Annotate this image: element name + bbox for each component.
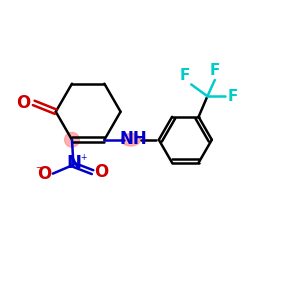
Text: O: O [16,94,30,112]
Text: F: F [227,89,238,104]
Text: F: F [179,68,190,83]
Text: N: N [66,154,81,172]
Text: NH: NH [119,130,147,148]
Text: O: O [94,163,108,181]
Text: O: O [37,165,51,183]
Circle shape [64,132,79,147]
Text: $^+$: $^+$ [79,153,88,163]
Text: $^-$: $^-$ [34,166,44,176]
Text: F: F [210,63,220,78]
Ellipse shape [121,134,140,146]
